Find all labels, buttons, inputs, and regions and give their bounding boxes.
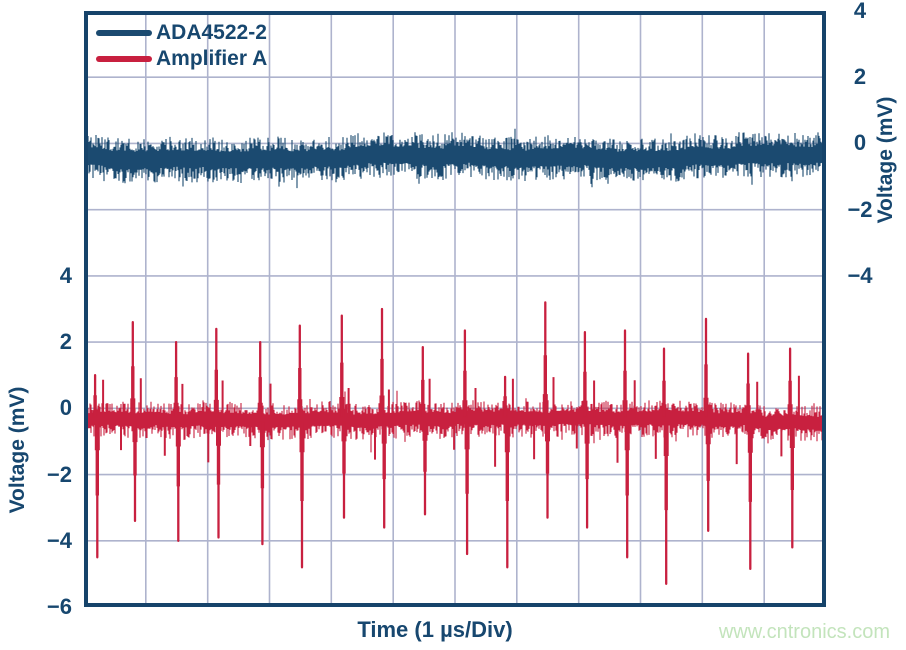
- x-axis-title: Time (1 µs/Div): [357, 617, 513, 642]
- left-axis-tick-label: −6: [46, 594, 72, 619]
- legend-item-ada4522: ADA4522-2: [96, 20, 267, 46]
- right-axis-tick-label: −2: [847, 196, 873, 222]
- right-axis-tick-label: 2: [853, 64, 867, 90]
- right-axis-tick-label: 0: [853, 130, 867, 156]
- legend-label-ada4522: ADA4522-2: [156, 21, 267, 44]
- plot-border: [84, 11, 826, 607]
- left-axis-tick-label: −2: [46, 461, 72, 487]
- left-axis-title: Voltage (mV): [6, 386, 29, 514]
- legend-label-amplifier-a: Amplifier A: [156, 47, 268, 70]
- watermark-text: www.cntronics.com: [718, 621, 890, 643]
- grid-lines: [84, 11, 826, 607]
- trace-amplifier-a-noise: [84, 390, 826, 453]
- left-axis-tick-label: 4: [59, 262, 72, 288]
- right-axis-title: Voltage (mV): [874, 96, 897, 224]
- legend-swatch-red-icon: [96, 56, 152, 62]
- left-axis-tick-label: 2: [59, 329, 72, 355]
- legend-swatch-blue-icon: [96, 30, 152, 36]
- trace-ada4522: [84, 128, 826, 189]
- legend-item-amplifier-a: Amplifier A: [96, 46, 267, 72]
- right-axis-tick-label: −4: [847, 262, 873, 288]
- left-axis-tick-label: −4: [46, 527, 72, 553]
- left-axis-tick-label: 0: [59, 395, 72, 421]
- right-axis-tick-label: 4: [853, 0, 867, 23]
- chart-legend: ADA4522-2 Amplifier A: [96, 20, 267, 72]
- trace-amplifier-a-spikes: [93, 301, 794, 585]
- oscilloscope-plot: [84, 11, 826, 607]
